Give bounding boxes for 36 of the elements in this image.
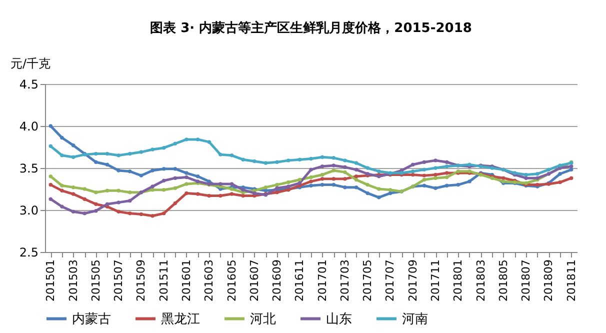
chart-title: 图表 3· 内蒙古等主产区生鲜乳月度价格，2015-2018 (150, 20, 472, 36)
legend-label: 内蒙古 (72, 312, 111, 327)
legend-label: 黑龙江 (161, 312, 200, 327)
x-tick-label: 201705 (361, 260, 374, 302)
x-tick-label: 201609 (270, 260, 284, 302)
y-tick-label: 4.5 (19, 78, 38, 92)
x-tick-label: 201701 (316, 260, 329, 302)
x-tick-label: 201511 (157, 260, 170, 302)
legend-label: 河北 (250, 312, 276, 327)
x-tick-label: 201507 (112, 260, 126, 302)
x-tick-label: 201603 (202, 260, 216, 302)
x-tick-label: 201503 (66, 260, 80, 302)
y-tick-label: 4.0 (19, 120, 38, 134)
x-tick-label: 201707 (384, 260, 397, 302)
y-tick-label: 3.5 (19, 162, 38, 176)
x-tick-label: 201601 (180, 260, 193, 302)
x-tick-label: 201807 (520, 260, 533, 302)
x-tick-label: 201811 (564, 260, 578, 302)
x-tick-label: 201703 (338, 260, 352, 302)
legend-label: 山东 (326, 312, 352, 327)
x-tick-label: 201809 (542, 260, 556, 302)
x-tick-label: 201505 (89, 260, 102, 302)
x-tick-label: 201805 (496, 260, 510, 302)
x-tick-label: 201509 (134, 260, 148, 302)
y-tick-label: 3.0 (19, 204, 38, 218)
x-tick-label: 201501 (44, 260, 58, 302)
y-tick-label: 2.5 (19, 246, 38, 260)
x-tick-label: 201711 (429, 260, 442, 302)
y-axis-title: 元/千克 (10, 56, 51, 70)
x-tick-label: 201803 (474, 260, 488, 302)
x-tick-label: 201607 (248, 260, 261, 302)
x-tick-label: 201605 (225, 260, 238, 302)
x-tick-label: 201709 (406, 260, 420, 302)
x-tick-label: 201611 (293, 260, 306, 302)
x-tick-label: 201801 (452, 260, 465, 302)
legend-label: 河南 (402, 312, 428, 327)
